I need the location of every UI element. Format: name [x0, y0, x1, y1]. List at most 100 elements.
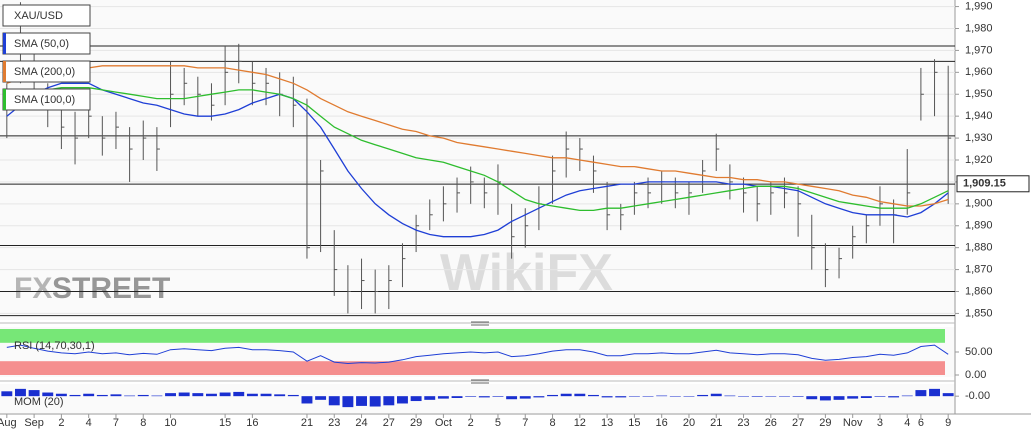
- bar: [738, 396, 749, 397]
- x-tick-label: 8: [549, 417, 555, 429]
- legend-item: SMA (100,0): [2, 88, 91, 111]
- bar: [929, 388, 940, 397]
- panel-label: MOM (20): [14, 396, 64, 408]
- x-tick-label: 26: [765, 417, 777, 429]
- bar: [765, 396, 777, 397]
- price-bar: [606, 181, 611, 231]
- price-bar: [210, 83, 215, 121]
- price-bar: [756, 186, 761, 222]
- bar: [451, 396, 463, 398]
- x-tick-label: 7: [522, 417, 528, 429]
- bar: [342, 396, 354, 408]
- price-bar: [674, 177, 679, 209]
- bar: [901, 395, 913, 397]
- last-price-label: 1,909.15: [963, 178, 1006, 190]
- y-tick-label: 1,970: [965, 44, 993, 56]
- bar: [779, 396, 790, 397]
- bar: [888, 396, 900, 398]
- legend-swatch: [3, 89, 6, 110]
- legend-box: [2, 4, 91, 27]
- bar: [874, 396, 886, 397]
- zone: [0, 361, 945, 375]
- bar: [533, 396, 545, 398]
- y-tick-label: 1,880: [965, 242, 993, 254]
- bar: [178, 392, 190, 397]
- legend-swatch: [3, 33, 6, 54]
- bar: [192, 393, 204, 397]
- price-bar: [74, 111, 79, 165]
- legend-item: SMA (50,0): [2, 32, 91, 55]
- x-tick-label: 3: [877, 417, 883, 429]
- bar: [588, 394, 599, 397]
- bar: [124, 395, 136, 397]
- price-bar: [442, 186, 447, 222]
- price-bar: [879, 186, 883, 226]
- price-bar: [374, 269, 379, 314]
- x-tick-label: 16: [656, 417, 668, 429]
- bar: [1, 391, 13, 397]
- bar: [165, 393, 176, 397]
- x-tick-label: 4: [904, 417, 910, 429]
- price-bar: [511, 203, 515, 259]
- bar: [519, 396, 531, 399]
- bar: [69, 394, 81, 397]
- resize-handle[interactable]: [471, 321, 489, 326]
- x-tick-label: Oct: [435, 417, 452, 429]
- bar: [15, 388, 26, 397]
- price-bar: [115, 111, 119, 150]
- price-bar: [579, 138, 583, 171]
- line: [6, 344, 949, 365]
- legend-item: SMA (200,0): [2, 60, 91, 83]
- price-bar: [702, 160, 706, 193]
- watermark: STREET: [52, 272, 170, 305]
- bar: [492, 396, 504, 397]
- bar: [315, 396, 327, 400]
- price-bar: [947, 65, 952, 204]
- bar: [683, 396, 695, 397]
- price-bar: [934, 59, 938, 117]
- bar: [860, 396, 872, 398]
- y-tick-label: 1,940: [965, 110, 993, 122]
- price-bar: [251, 61, 256, 106]
- bar: [42, 392, 54, 397]
- price-bar: [811, 214, 815, 270]
- x-tick-label: 9: [945, 417, 951, 429]
- bar: [233, 391, 245, 397]
- bar: [206, 393, 217, 397]
- x-tick-label: 27: [383, 417, 395, 429]
- bar: [710, 393, 722, 397]
- x-tick-label: 15: [219, 417, 231, 429]
- price-bar: [688, 181, 692, 215]
- price-bar: [920, 67, 924, 121]
- bar: [55, 393, 67, 397]
- bar: [383, 396, 395, 406]
- y-tick-label: 1,980: [965, 22, 993, 34]
- price-bar: [101, 116, 106, 156]
- y-tick-label: 1,870: [965, 263, 993, 275]
- price-bar: [129, 127, 133, 182]
- resize-handle[interactable]: [471, 379, 489, 384]
- bar: [506, 396, 518, 400]
- price-bar: [429, 199, 433, 231]
- x-tick-label: 15: [628, 417, 640, 429]
- y-tick-label: 1,960: [965, 66, 993, 78]
- price-bar: [347, 265, 351, 314]
- bar: [301, 396, 313, 404]
- price-bar: [470, 166, 474, 204]
- price-bar: [483, 177, 488, 209]
- x-tick-label: 24: [355, 417, 367, 429]
- legend-label: XAU/USD: [14, 10, 63, 22]
- x-tick-label: 29: [819, 417, 831, 429]
- x-tick-label: 4: [86, 417, 92, 429]
- bar: [819, 396, 831, 401]
- x-tick-label: 7: [113, 417, 119, 429]
- bar: [287, 394, 299, 397]
- bar: [792, 396, 804, 397]
- price-bar: [729, 164, 733, 200]
- x-tick-label: 2: [468, 417, 474, 429]
- x-tick-label: 21: [301, 417, 313, 429]
- legend-label: SMA (100,0): [14, 94, 75, 106]
- bar: [424, 396, 436, 400]
- bar: [628, 396, 640, 397]
